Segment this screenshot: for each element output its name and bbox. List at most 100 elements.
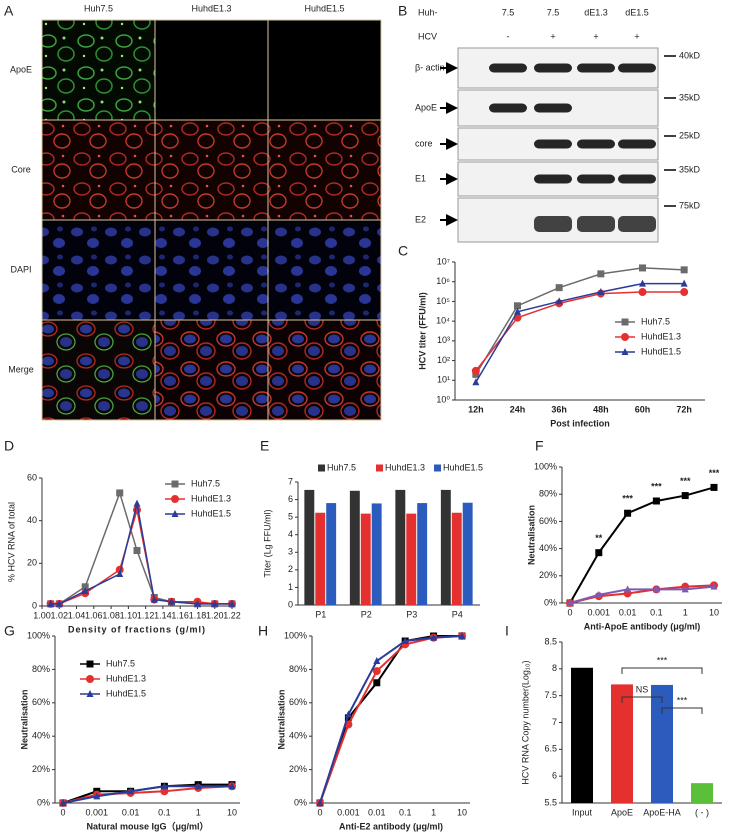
x-tick-label: P1 [315,609,326,619]
band [489,63,527,73]
micrograph [267,319,382,421]
micrograph [154,219,269,321]
marker [624,585,632,593]
lane-label: 7.5 [547,7,560,17]
micrograph [267,119,382,221]
marker [193,599,201,607]
marker [373,657,381,665]
x-tick-label: 1.18 [189,610,207,620]
marker [595,549,603,557]
panel-letter: H [258,623,268,639]
y-tick-label: 4 [288,529,293,539]
y-tick-label: 20% [32,764,50,774]
marker [472,378,480,386]
marker [680,288,689,297]
x-tick-label: Input [572,807,593,817]
significance: *** [651,481,662,491]
legend-label: Huh7.5 [106,658,135,668]
series-line [475,291,685,372]
marker [680,279,688,287]
bar [395,489,406,605]
micrograph [267,19,382,121]
x-tick-label: 0.001 [588,607,611,617]
x-tick-label: 0 [60,807,65,817]
bracket [621,696,663,703]
legend-label: Huh7.5 [191,478,220,488]
legend-label: HuhdE1.5 [443,462,483,472]
series-line [319,635,462,804]
y-tick-label: 100% [534,461,557,471]
significance: *** [677,695,688,705]
marker [228,599,236,607]
lane-label: - [507,31,510,41]
marker [638,288,647,297]
bar [349,490,360,605]
band [577,174,615,184]
row-label: ApoE [10,64,32,74]
y-tick-label: 0 [288,599,293,609]
x-axis-label: Natural mouse IgG（μg/ml） [86,821,208,831]
marker [652,497,660,505]
marker [621,348,629,355]
micrograph [154,119,269,221]
x-axis-label: Density of fractions (g/ml) [68,624,206,634]
bar [371,503,382,605]
marker [597,288,605,296]
band [534,63,572,73]
marker [150,595,158,603]
x-tick-label: 10 [709,607,719,617]
marker [372,667,381,676]
legend-label: HuhdE1.5 [641,346,681,356]
marker [401,637,409,645]
marker [168,597,176,605]
y-axis-label: HCV titer (FFU/ml) [417,292,427,370]
significance: *** [622,494,633,504]
series-line [475,267,685,375]
marker [127,787,135,795]
x-tick-label: 1 [683,607,688,617]
x-tick-label: 72h [676,404,692,414]
marker [344,714,352,722]
x-tick-label: 0.1 [399,807,412,817]
band [618,216,656,232]
marker [171,510,179,517]
bracket [661,707,703,714]
y-axis-label: Neutralisation [19,689,29,749]
x-tick-label: 1 [196,807,201,817]
x-tick-label: 0.1 [158,807,171,817]
series-line [569,486,715,604]
marker [458,632,466,639]
marker [595,590,603,598]
y-axis-label: % HCV RNA of total [6,502,16,582]
y-tick-label: 20 [27,558,37,568]
marker [86,660,94,668]
panel-letter: C [398,243,408,259]
bar [406,513,417,605]
y-tick-label: 80% [32,664,50,674]
marker [171,480,179,488]
significance: *** [709,468,720,478]
marker [621,333,629,341]
series-line [62,785,233,804]
legend-label: HuhdE1.3 [385,462,425,472]
marker [211,599,219,607]
x-tick-label: 1.16 [171,610,189,620]
column-header: HuhdE1.3 [191,3,231,13]
marker [344,710,352,718]
bar [691,783,713,803]
lane-label: dE1.5 [625,7,649,17]
x-tick-label: 60h [635,404,651,414]
y-tick-label: 10⁷ [437,256,450,266]
marker [373,679,381,687]
legend-label: HuhdE1.3 [641,331,681,341]
marker [93,792,101,800]
marker [471,366,480,375]
size-label: 40kD [679,50,701,60]
marker [555,284,563,292]
marker [681,585,689,593]
size-label: 35kD [679,164,701,174]
x-axis-label: Anti-E2 antibody (μg/ml) [339,821,443,831]
y-tick-label: 80% [539,489,557,499]
bar [440,489,451,605]
panel-letter: I [505,623,509,639]
